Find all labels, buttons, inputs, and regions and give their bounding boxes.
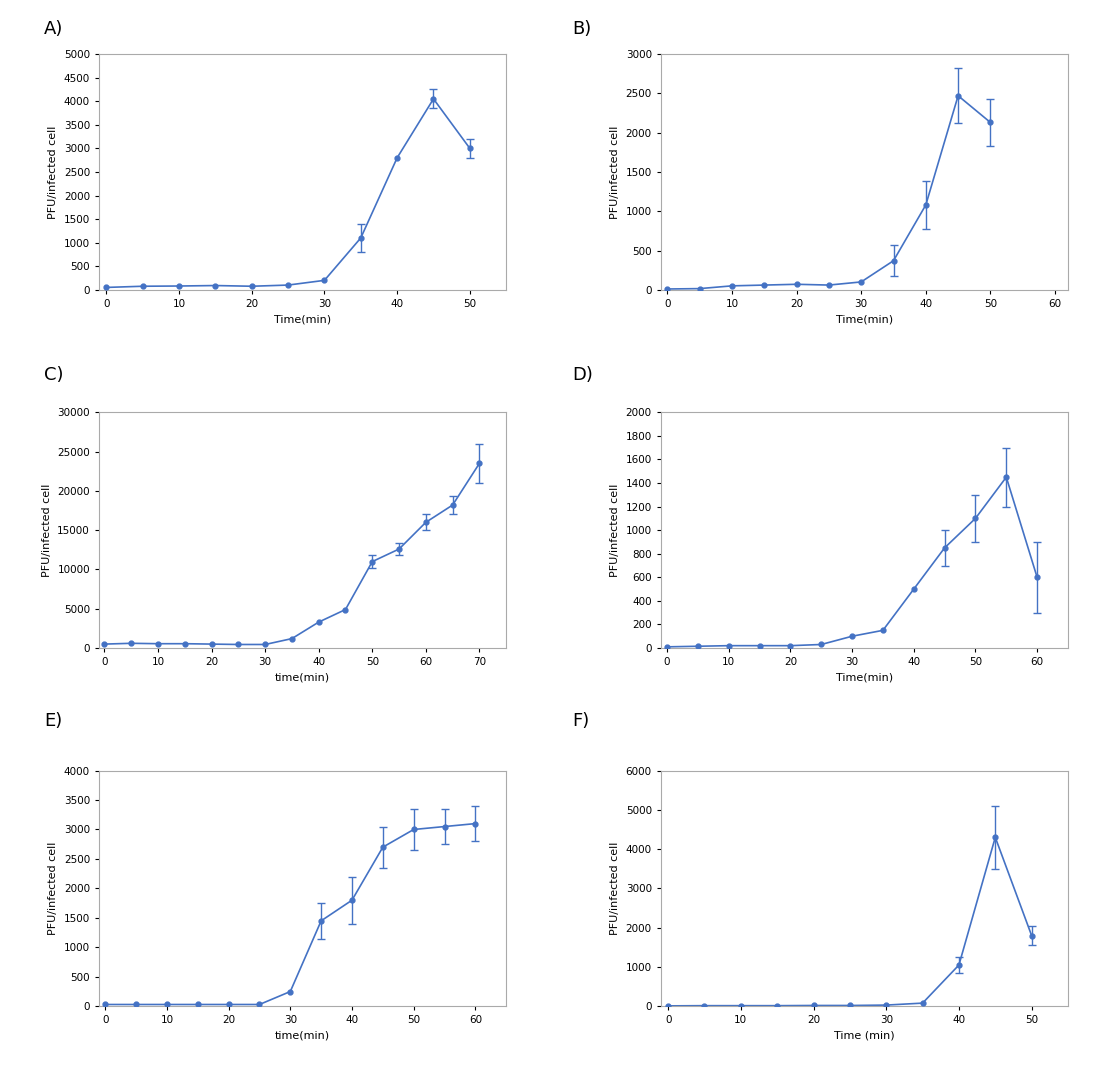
X-axis label: Time (min): Time (min) — [835, 1031, 895, 1041]
Text: D): D) — [573, 366, 593, 384]
Y-axis label: PFU/infected cell: PFU/infected cell — [610, 842, 620, 935]
Y-axis label: PFU/infected cell: PFU/infected cell — [610, 484, 620, 577]
Y-axis label: PFU/infected cell: PFU/infected cell — [48, 126, 58, 219]
X-axis label: Time(min): Time(min) — [836, 673, 893, 683]
X-axis label: time(min): time(min) — [275, 673, 330, 683]
Text: F): F) — [573, 712, 590, 730]
Y-axis label: PFU/infected cell: PFU/infected cell — [48, 842, 58, 935]
Text: B): B) — [573, 19, 591, 38]
X-axis label: time(min): time(min) — [275, 1031, 330, 1041]
Y-axis label: PFU/infected cell: PFU/infected cell — [610, 126, 620, 219]
X-axis label: Time(min): Time(min) — [836, 315, 893, 325]
Y-axis label: PFU/infected cell: PFU/infected cell — [42, 484, 52, 577]
X-axis label: Time(min): Time(min) — [274, 315, 331, 325]
Text: A): A) — [44, 19, 64, 38]
Text: C): C) — [44, 366, 64, 384]
Text: E): E) — [44, 712, 63, 730]
